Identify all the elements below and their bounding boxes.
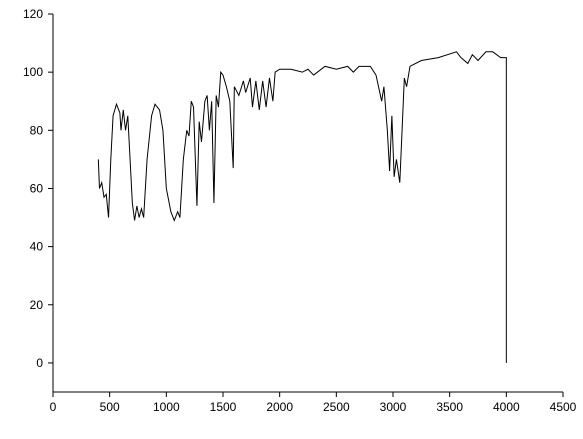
y-tick-label: 60 [30, 181, 44, 195]
y-tick-label: 20 [30, 298, 44, 312]
x-tick-label: 2500 [323, 400, 350, 414]
y-tick-label: 0 [36, 356, 43, 370]
y-tick-label: 100 [23, 65, 43, 79]
x-tick-label: 3000 [380, 400, 407, 414]
x-tick-label: 2000 [266, 400, 293, 414]
y-tick-label: 80 [30, 123, 44, 137]
x-tick-label: 1500 [210, 400, 237, 414]
y-tick-label: 120 [23, 7, 43, 21]
x-tick-label: 1000 [153, 400, 180, 414]
x-tick-label: 500 [100, 400, 120, 414]
x-tick-label: 4000 [493, 400, 520, 414]
x-tick-label: 3500 [436, 400, 463, 414]
x-tick-label: 0 [50, 400, 57, 414]
spectrum-line [97, 51, 507, 363]
x-tick-label: 4500 [550, 400, 577, 414]
y-tick-label: 40 [30, 240, 44, 254]
